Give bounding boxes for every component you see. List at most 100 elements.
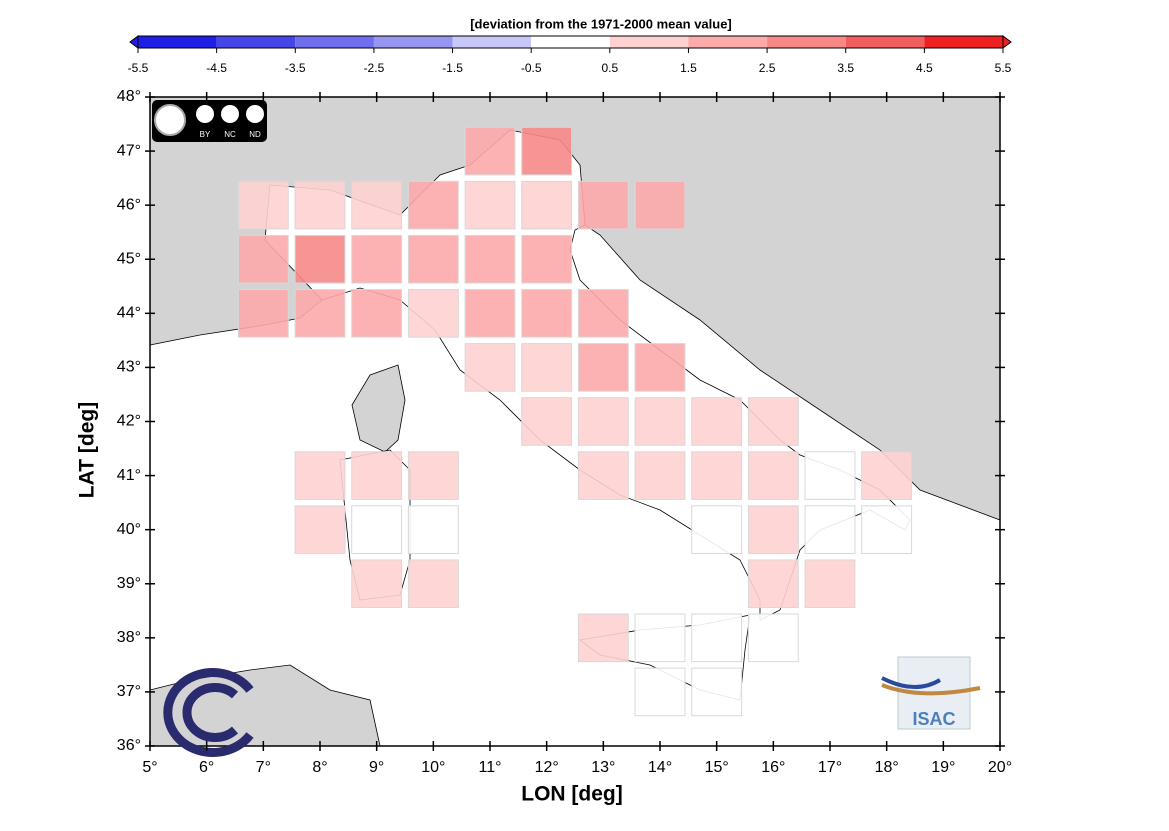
grid-cell xyxy=(747,505,799,554)
grid-cell xyxy=(691,451,743,500)
grid-cell xyxy=(407,505,459,554)
colorbar-segment xyxy=(688,36,768,48)
x-tick-label: 6° xyxy=(199,759,214,776)
cc-logo: BY NC ND xyxy=(152,100,267,142)
x-tick-label: 10° xyxy=(421,759,445,776)
isac-logo: ISAC xyxy=(881,656,981,730)
grid-cell xyxy=(464,289,516,338)
x-tick-label: 17° xyxy=(818,759,842,776)
grid-cell xyxy=(351,180,403,230)
grid-cell xyxy=(634,397,686,446)
x-tick-label: 9° xyxy=(369,759,384,776)
grid-cell xyxy=(237,289,289,338)
grid-cell xyxy=(634,180,686,230)
grid-cell xyxy=(747,559,799,609)
grid-cell xyxy=(351,505,403,554)
grid-cell xyxy=(747,451,799,500)
grid-cell xyxy=(861,451,913,500)
logo-text: ISAC xyxy=(912,709,955,729)
grid-cell xyxy=(634,667,686,717)
grid-cell xyxy=(294,451,346,500)
grid-cell xyxy=(691,613,743,663)
x-tick-label: 20° xyxy=(988,759,1012,776)
grid-cell xyxy=(747,613,799,663)
x-tick-label: 13° xyxy=(591,759,615,776)
colorbar-segment xyxy=(767,36,846,48)
grid-cell xyxy=(294,289,346,338)
y-tick-label: 48° xyxy=(117,88,141,105)
y-tick-label: 44° xyxy=(117,305,141,322)
x-axis-label: LON [deg] xyxy=(521,783,622,806)
grid-cell xyxy=(577,289,629,338)
cc-icon xyxy=(246,105,264,123)
x-tick-label: 12° xyxy=(535,759,559,776)
colorbar-tick-label: 0.5 xyxy=(601,61,618,75)
colorbar-tick-label: 4.5 xyxy=(916,61,933,75)
corsica xyxy=(351,364,406,453)
colorbar-segment xyxy=(531,36,610,48)
colorbar-tick-label: 2.5 xyxy=(759,61,776,75)
grid-cell xyxy=(577,397,629,446)
colorbar-tick-label: -3.5 xyxy=(285,61,306,75)
grid-cell xyxy=(521,343,573,392)
grid-cell xyxy=(804,559,856,609)
cnr-arc xyxy=(163,668,254,757)
logo-text: NC xyxy=(224,130,236,139)
colorbar-segment xyxy=(295,36,374,48)
y-tick-label: 47° xyxy=(117,142,141,159)
grid-cell xyxy=(521,126,573,176)
colorbar-extend xyxy=(1002,35,1012,49)
grid-cell xyxy=(351,289,403,338)
grid-cell xyxy=(521,234,573,284)
colorbar-segment xyxy=(373,36,453,48)
logo-text: BY xyxy=(200,130,211,139)
colorbar-tick-label: 1.5 xyxy=(680,61,697,75)
cc-circle xyxy=(154,104,186,136)
grid-cell xyxy=(464,126,516,176)
grid-cell xyxy=(407,180,459,230)
grid-cell xyxy=(804,451,856,500)
x-tick-label: 15° xyxy=(705,759,729,776)
grid-cell xyxy=(351,451,403,500)
x-tick-label: 5° xyxy=(142,759,157,776)
colorbar-segment xyxy=(924,36,1003,48)
y-tick-label: 37° xyxy=(117,683,141,700)
x-tick-label: 14° xyxy=(648,759,672,776)
x-tick-label: 11° xyxy=(478,759,501,776)
colorbar-title: [deviation from the 1971-2000 mean value… xyxy=(470,16,732,31)
x-tick-label: 19° xyxy=(931,759,955,776)
grid-cell xyxy=(691,397,743,446)
x-tick-label: 16° xyxy=(761,759,785,776)
y-tick-label: 43° xyxy=(117,359,141,376)
grid-cell xyxy=(861,505,913,554)
grid-cell xyxy=(464,234,516,284)
colorbar-segment xyxy=(138,36,217,48)
x-tick-label: 7° xyxy=(256,759,271,776)
cells xyxy=(237,126,913,717)
grid-cell xyxy=(577,343,629,392)
grid-cell xyxy=(407,289,459,338)
grid-cell xyxy=(521,397,573,446)
grid-cell xyxy=(577,613,629,663)
grid-cell xyxy=(351,559,403,609)
grid-cell xyxy=(577,451,629,500)
grid-cell xyxy=(691,667,743,717)
grid-cell xyxy=(521,180,573,230)
colorbar-frame xyxy=(137,35,1004,49)
grid-cell xyxy=(294,180,346,230)
colorbar-tick-label: 3.5 xyxy=(837,61,854,75)
y-tick-label: 36° xyxy=(117,737,141,754)
grid-cell xyxy=(634,451,686,500)
grid-cell xyxy=(464,343,516,392)
colorbar-tick-label: -1.5 xyxy=(442,61,463,75)
grid-cell xyxy=(237,234,289,284)
grid-cell xyxy=(237,180,289,230)
grid-cell xyxy=(634,613,686,663)
grid-cell xyxy=(294,234,346,284)
x-tick-label: 18° xyxy=(875,759,899,776)
colorbar-tick-label: 5.5 xyxy=(995,61,1012,75)
grid-cell xyxy=(577,180,629,230)
colorbar-extend xyxy=(129,35,139,49)
y-tick-label: 42° xyxy=(117,413,141,430)
